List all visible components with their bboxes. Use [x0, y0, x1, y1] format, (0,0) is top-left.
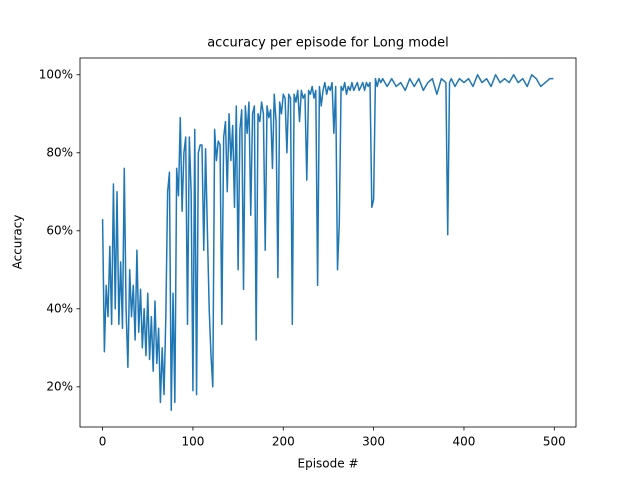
plot-frame — [79, 57, 577, 428]
y-tick-label: 20% — [46, 379, 73, 393]
x-tick-label: 0 — [99, 435, 107, 449]
y-tick-label: 40% — [46, 301, 73, 315]
x-tick-label: 300 — [362, 435, 385, 449]
y-tick-label: 80% — [46, 145, 73, 159]
chart-title: accuracy per episode for Long model — [207, 36, 449, 51]
y-tick-label: 100% — [39, 67, 73, 81]
data-line — [101, 74, 554, 411]
x-tick-label: 500 — [543, 435, 566, 449]
x-tick-label: 100 — [181, 435, 204, 449]
x-tick-label: 400 — [453, 435, 476, 449]
y-axis-label: Accuracy — [11, 215, 25, 270]
y-tick-label: 60% — [46, 223, 73, 237]
x-axis-label: Episode # — [298, 457, 359, 471]
x-tick-label: 200 — [272, 435, 295, 449]
